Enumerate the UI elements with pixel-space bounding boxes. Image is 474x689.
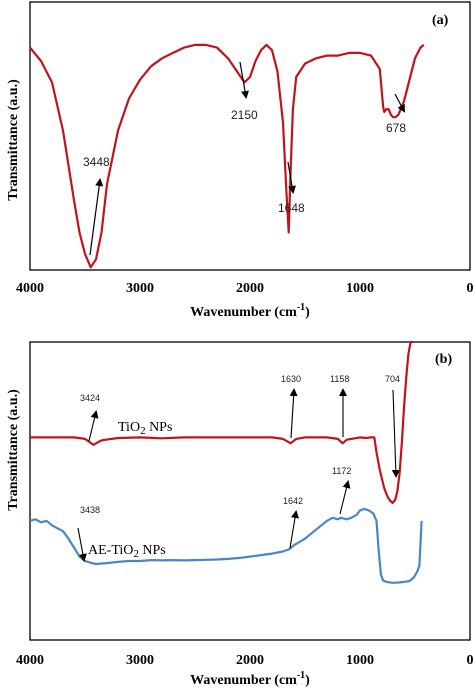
arrow-2150 — [239, 61, 249, 99]
arrow-678 — [394, 93, 405, 113]
panel-b-frame — [29, 341, 471, 641]
panel-a-tick-4000: 4000 — [16, 281, 44, 296]
annotation-1642: 1642 — [283, 496, 303, 506]
panel-a-frame — [29, 1, 471, 271]
arrow-3424 — [88, 410, 99, 442]
series-label-tio2: TiO2 NPs — [118, 420, 172, 437]
annotation-678: 678 — [386, 121, 406, 135]
series-line-a-0 — [29, 43, 425, 269]
panel-b-tick-0: 0 — [467, 653, 474, 668]
annotation-2150: 2150 — [231, 108, 258, 122]
annotation-1630: 1630 — [281, 374, 301, 384]
panel-b-tick-1000: 1000 — [346, 653, 374, 668]
annotation-3438: 3438 — [80, 505, 100, 515]
series-line-b-0 — [30, 340, 413, 504]
panel-b-ticks: 4000 3000 2000 1000 0 — [16, 653, 474, 668]
arrow-704 — [391, 389, 400, 478]
panel-b: (b) Transmittance (a.u.) 4000 3000 2000 … — [6, 340, 474, 688]
panel-b-ylabel: Transmittance (a.u.) — [6, 389, 21, 511]
panel-b-ylabel-group: Transmittance (a.u.) — [6, 389, 21, 511]
panel-a-tick-2000: 2000 — [236, 281, 264, 296]
panel-a-ticks: 4000 3000 2000 1000 0 — [16, 281, 474, 296]
panel-a-tick-0: 0 — [467, 281, 474, 296]
annotation-1648: 1648 — [278, 201, 305, 215]
arrow-3448 — [89, 178, 104, 256]
arrow-1630 — [289, 388, 298, 439]
panel-a-annotations: 3448 2150 1648 678 — [83, 61, 406, 256]
panel-a-tick-1000: 1000 — [346, 281, 374, 296]
annotation-3424: 3424 — [80, 393, 100, 403]
panel-b-tick-4000: 4000 — [16, 653, 44, 668]
series-label-ae-tio2: AE-TiO2 NPs — [88, 543, 166, 560]
annotation-3448: 3448 — [83, 155, 110, 169]
arrow-1642 — [289, 510, 299, 549]
panel-a-tick-3000: 3000 — [126, 281, 154, 296]
panel-a-ylabel: Transmittance (a.u.) — [6, 79, 21, 201]
panel-b-series-labels: TiO2 NPs AE-TiO2 NPs — [88, 420, 172, 560]
panel-a-ylabel-group: Transmittance (a.u.) — [6, 79, 21, 201]
arrow-1648 — [287, 161, 296, 194]
panel-b-xlabel: Wavenumber (cm-1) — [190, 670, 310, 688]
panel-b-tick-2000: 2000 — [236, 653, 264, 668]
panel-a-label: (a) — [432, 13, 449, 28]
panel-b-annotations: 3424 1630 1158 704 3438 1642 1172 — [77, 374, 400, 562]
annotation-1172: 1172 — [332, 466, 351, 476]
arrow-3438 — [77, 527, 87, 562]
panel-a-xlabel: Wavenumber (cm-1) — [190, 302, 310, 320]
panel-b-label: (b) — [435, 352, 452, 367]
panel-a-plot — [29, 43, 425, 269]
annotation-704: 704 — [385, 374, 400, 384]
arrow-1172 — [339, 480, 351, 515]
panel-a: (a) Transmittance (a.u.) 4000 3000 2000 … — [6, 1, 474, 320]
panel-b-tick-3000: 3000 — [126, 653, 154, 668]
annotation-1158: 1158 — [330, 374, 349, 384]
